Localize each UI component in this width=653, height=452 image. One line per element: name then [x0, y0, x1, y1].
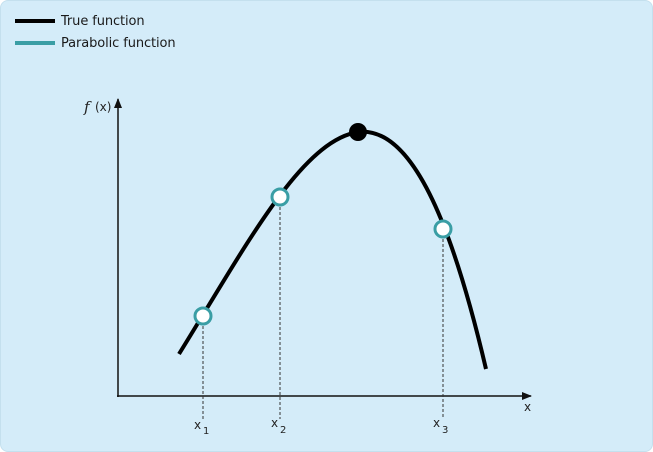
sample-point-x1: [193, 306, 213, 326]
legend: True function Parabolic function: [15, 10, 176, 54]
sample-point-x3: [433, 219, 453, 239]
point-label-x1: x: [194, 418, 201, 432]
point-subscript-x2: 2: [280, 425, 286, 436]
legend-item-true-function: True function: [15, 10, 176, 32]
legend-label-parabolic-function: Parabolic function: [61, 35, 176, 51]
legend-label-true-function: True function: [61, 13, 145, 29]
point-subscript-x3: 3: [442, 425, 448, 436]
sample-point-x2: [270, 187, 290, 207]
legend-swatch-true-function: [15, 19, 55, 23]
y-axis-label-paren: (x): [95, 100, 111, 114]
point-label-x3: x: [433, 416, 440, 430]
y-axis-label-f: f: [83, 98, 92, 116]
point-label-x2: x: [271, 416, 278, 430]
true-function-curve: [177, 129, 488, 370]
legend-swatch-parabolic-function: [15, 41, 55, 45]
point-subscript-x1: 1: [203, 426, 209, 437]
legend-item-parabolic-function: Parabolic function: [15, 32, 176, 54]
x-axis-label: x: [524, 400, 531, 414]
maximum-point: [349, 123, 367, 141]
